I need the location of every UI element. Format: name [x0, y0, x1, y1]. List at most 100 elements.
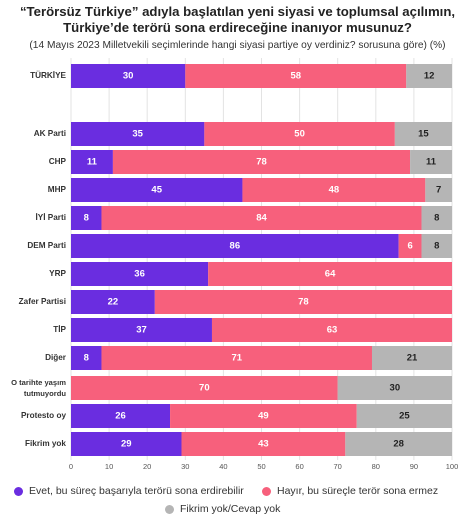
- bar-segment: [356, 404, 452, 428]
- data-label: 64: [325, 269, 336, 280]
- data-label: 70: [199, 383, 210, 394]
- bar-segment: [208, 262, 452, 286]
- data-label: 6: [407, 241, 412, 252]
- category-label: İYİ Parti: [36, 212, 67, 222]
- data-label: 8: [84, 213, 89, 224]
- category-label: Zafer Partisi: [19, 297, 66, 306]
- data-label: 21: [407, 353, 418, 364]
- x-tick-label: 20: [143, 462, 151, 471]
- bar-segment: [71, 318, 212, 342]
- data-label: 36: [134, 269, 145, 280]
- bar-segment: [337, 376, 452, 400]
- bar-segment: [394, 122, 452, 146]
- bar-segment: [71, 206, 102, 230]
- data-label: 25: [399, 411, 410, 422]
- data-label: 71: [231, 353, 242, 364]
- data-label: 30: [123, 71, 134, 82]
- bar-segment: [101, 206, 422, 230]
- legend-swatch-yes: [14, 486, 23, 496]
- data-label: 7: [436, 185, 441, 196]
- category-label: O tarihte yaşım: [11, 378, 66, 387]
- legend-swatch-no-opinion: [165, 504, 174, 514]
- category-label: TÜRKİYE: [30, 70, 66, 80]
- category-label: Protesto oy: [21, 411, 66, 420]
- bar-segment: [371, 346, 452, 370]
- stacked-bar-chart: 0 10 20 30 40 50 60 70 80 90 100 TÜRKİYE 30 58 12 AK Pa…: [11, 58, 459, 471]
- bar-segment: [181, 432, 346, 456]
- chart-title-line-2: Türkiye’de terörü sona erdireceğine inan…: [63, 20, 412, 35]
- bar-segment: [398, 234, 422, 258]
- category-label: CHP: [49, 157, 67, 166]
- data-label: 28: [393, 439, 404, 450]
- data-label: 11: [87, 157, 98, 168]
- bar-segment: [154, 290, 452, 314]
- bar-segment: [204, 122, 395, 146]
- bar-segment: [421, 206, 452, 230]
- data-label: 8: [434, 213, 439, 224]
- data-label: 78: [298, 297, 309, 308]
- bar-segment: [170, 404, 357, 428]
- data-label: 30: [390, 383, 401, 394]
- data-label: 12: [424, 71, 435, 82]
- data-label: 37: [136, 325, 147, 336]
- data-label: 26: [115, 411, 126, 422]
- data-label: 50: [294, 129, 305, 140]
- chart-title-line-1: “Terörsüz Türkiye” adıyla başlatılan yen…: [19, 4, 456, 19]
- x-tick-label: 0: [69, 462, 73, 471]
- bar-segment: [71, 432, 182, 456]
- x-tick-label: 90: [410, 462, 418, 471]
- data-label: 86: [230, 241, 241, 252]
- bar-segment: [410, 150, 452, 174]
- x-tick-label: 50: [257, 462, 265, 471]
- chart-subtitle: (14 Mayıs 2023 Milletvekili seçimlerinde…: [29, 40, 446, 51]
- data-label: 49: [258, 411, 269, 422]
- bar-segment: [71, 178, 243, 202]
- x-tick-label: 30: [181, 462, 189, 471]
- legend-swatch-no: [262, 486, 271, 496]
- category-label: Diğer: [45, 353, 67, 362]
- x-tick-label: 80: [372, 462, 380, 471]
- bar-segment: [112, 150, 411, 174]
- x-tick-label: 70: [334, 462, 342, 471]
- data-label: 63: [327, 325, 338, 336]
- data-label: 84: [256, 213, 267, 224]
- bar-segment: [71, 150, 113, 174]
- bar-segment: [421, 234, 452, 258]
- data-label: 8: [434, 241, 439, 252]
- category-label: TİP: [53, 324, 66, 334]
- bar-segment: [71, 122, 205, 146]
- x-tick-label: 60: [295, 462, 303, 471]
- category-label: AK Parti: [34, 129, 66, 138]
- bar-segment: [71, 346, 102, 370]
- legend-item-yes: Evet, bu süreç başarıyla terörü sona erd…: [14, 485, 244, 497]
- legend-label-yes: Evet, bu süreç başarıyla terörü sona erd…: [29, 485, 244, 497]
- bar-segment: [71, 290, 155, 314]
- data-label: 43: [258, 439, 269, 450]
- data-label: 15: [418, 129, 429, 140]
- bar-segment: [71, 262, 209, 286]
- category-label: tutmuyordu: [24, 389, 67, 398]
- bar-segment: [345, 432, 452, 456]
- data-label: 8: [84, 353, 89, 364]
- bar-segment: [242, 178, 426, 202]
- x-tick-label: 40: [219, 462, 227, 471]
- data-label: 35: [132, 129, 143, 140]
- category-label: Fikrim yok: [25, 439, 66, 448]
- bar-segment: [425, 178, 452, 202]
- category-label: YRP: [49, 269, 66, 278]
- bar-segment: [71, 64, 186, 88]
- category-label: MHP: [48, 185, 67, 194]
- x-tick-label: 100: [446, 462, 459, 471]
- legend-label-no: Hayır, bu süreçle terör sona ermez: [277, 485, 439, 497]
- bar-segment: [71, 404, 171, 428]
- x-tick-label: 10: [105, 462, 113, 471]
- legend-item-no: Hayır, bu süreçle terör sona ermez: [262, 485, 438, 497]
- bar-segment: [406, 64, 452, 88]
- data-label: 11: [426, 157, 437, 168]
- data-label: 45: [151, 185, 162, 196]
- legend-label-no-opinion: Fikrim yok/Cevap yok: [180, 503, 281, 515]
- data-label: 48: [329, 185, 340, 196]
- bar-segment: [71, 234, 399, 258]
- category-label: DEM Parti: [27, 241, 66, 250]
- data-label: 22: [108, 297, 119, 308]
